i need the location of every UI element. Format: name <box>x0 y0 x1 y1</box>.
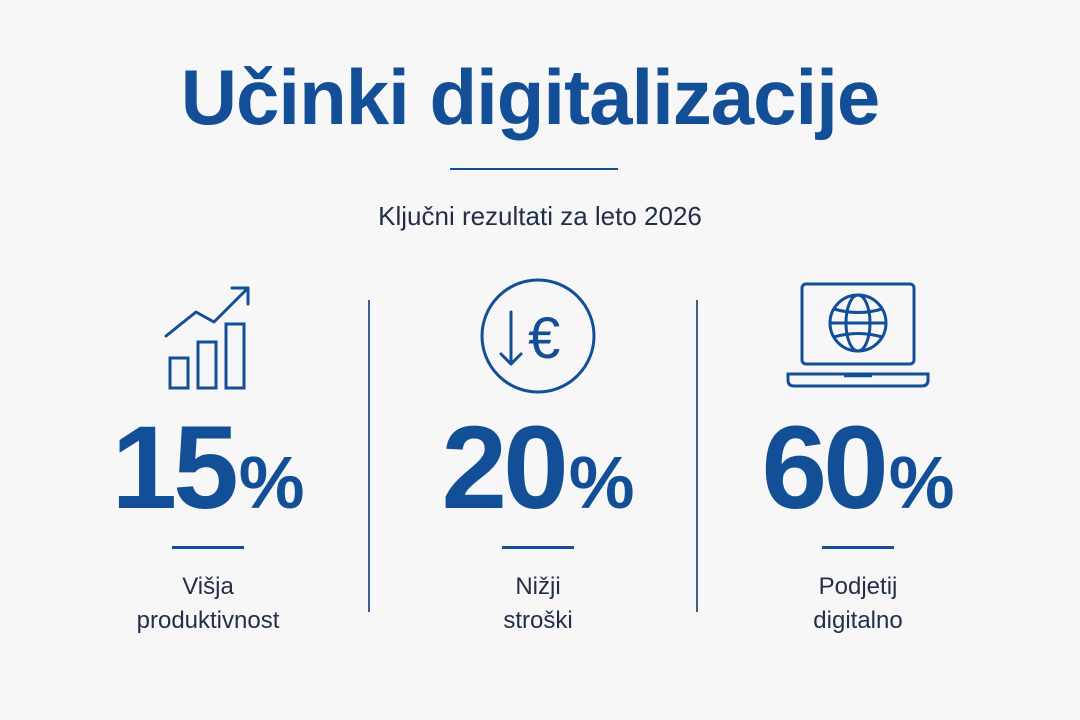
stat-costs: € 20% Nižji stroški <box>388 270 688 670</box>
stat-productivity: 15% Višja produktivnost <box>58 270 358 670</box>
laptop-globe-icon <box>784 278 932 399</box>
stat-label-line: Višja <box>182 573 234 600</box>
stat-value: 20% <box>388 408 688 543</box>
stat-underline <box>502 546 574 549</box>
stat-number: 60 <box>761 402 888 534</box>
stat-label-line: stroški <box>503 607 573 634</box>
stat-value: 15% <box>58 408 358 543</box>
page-subtitle: Ključni rezultati za leto 2026 <box>378 201 702 231</box>
title-underline <box>450 168 618 170</box>
stat-underline <box>822 546 894 549</box>
stat-unit: % <box>888 441 955 524</box>
stat-label-line: Podjetij <box>818 573 898 600</box>
stat-number: 20 <box>441 402 568 534</box>
growth-chart-icon <box>152 278 264 399</box>
stat-unit: % <box>568 441 635 524</box>
stat-underline <box>172 546 244 549</box>
stat-value: 60% <box>708 408 1008 543</box>
euro-decrease-icon: € <box>476 278 600 407</box>
stat-label-line: digitalno <box>813 607 903 634</box>
stat-label: Višja produktivnost <box>58 570 358 638</box>
stat-label-line: produktivnost <box>136 607 280 634</box>
page-title: Učinki digitalizacije <box>180 53 881 141</box>
stat-label: Nižji stroški <box>388 570 688 638</box>
column-divider <box>368 300 370 612</box>
stat-label: Podjetij digitalno <box>708 570 1008 638</box>
stat-digital-companies: 60% Podjetij digitalno <box>708 270 1008 670</box>
column-divider <box>696 300 698 612</box>
svg-text:€: € <box>528 306 560 371</box>
stat-label-line: Nižji <box>515 573 561 600</box>
stat-number: 15 <box>111 402 238 534</box>
stat-unit: % <box>238 441 305 524</box>
